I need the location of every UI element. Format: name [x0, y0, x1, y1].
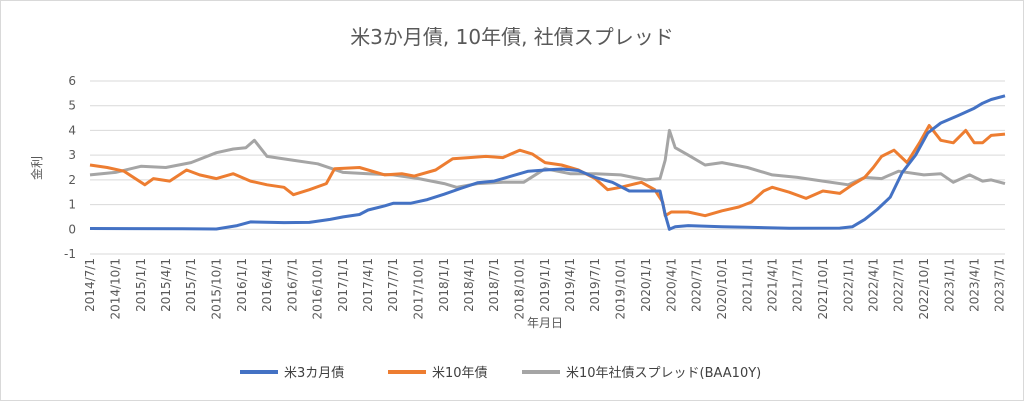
- x-tick-label: 2020/10/1: [715, 258, 729, 320]
- y-tick-label: 5: [68, 99, 76, 113]
- chart-title: 米3か月債, 10年債, 社債スプレッド: [350, 25, 674, 49]
- x-tick-label: 2018/1/1: [437, 258, 451, 312]
- x-tick-label: 2015/1/1: [134, 258, 148, 312]
- y-tick-label: 4: [68, 123, 76, 137]
- x-tick-label: 2016/10/1: [311, 258, 325, 320]
- x-tick-label: 2019/10/1: [614, 258, 628, 320]
- x-tick-label: 2014/7/1: [83, 258, 97, 312]
- x-tick-label: 2019/4/1: [563, 258, 577, 312]
- y-tick-label: 3: [68, 148, 76, 162]
- x-tick-label: 2022/1/1: [841, 258, 855, 312]
- x-tick-label: 2018/7/1: [487, 258, 501, 312]
- legend: 米3カ月債 米10年債 米10年社債スプレッド(BAA10Y): [240, 365, 761, 381]
- x-tick-label: 2016/4/1: [260, 258, 274, 312]
- x-tick-label: 2015/10/1: [209, 258, 223, 320]
- y-tick-label: -1: [64, 247, 76, 261]
- x-tick-label: 2017/1/1: [336, 258, 350, 312]
- x-tick-labels: 2014/7/1 2014/10/1 2015/1/1 2015/4/1 2015/7/…: [83, 258, 1006, 320]
- gridlines: [90, 80, 1005, 255]
- x-axis-label: 年月日: [527, 316, 563, 330]
- x-tick-label: 2017/10/1: [412, 258, 426, 320]
- x-tick-label: 2016/7/1: [285, 258, 299, 312]
- x-tick-label: 2020/1/1: [639, 258, 653, 312]
- x-tick-label: 2022/4/1: [866, 258, 880, 312]
- x-tick-label: 2021/4/1: [765, 258, 779, 312]
- x-tick-label: 2014/10/1: [108, 258, 122, 320]
- y-tick-labels: 6 5 4 3 2 1 0 -1: [64, 74, 76, 261]
- y-tick-label: 1: [68, 198, 76, 212]
- legend-label-10y: 米10年債: [432, 366, 488, 381]
- series-line-0: [89, 94, 1006, 231]
- legend-label-spread: 米10年社債スプレッド(BAA10Y): [566, 365, 761, 381]
- x-tick-label: 2018/10/1: [513, 258, 527, 320]
- y-tick-label: 0: [68, 222, 76, 236]
- x-tick-label: 2023/4/1: [967, 258, 981, 312]
- legend-label-3m: 米3カ月債: [284, 366, 344, 381]
- x-tick-label: 2019/1/1: [538, 258, 552, 312]
- x-tick-label: 2018/4/1: [462, 258, 476, 312]
- y-tick-label: 6: [68, 74, 76, 88]
- x-tick-label: 2017/4/1: [361, 258, 375, 312]
- series-line-2: [89, 128, 1006, 189]
- x-tick-label: 2022/7/1: [891, 258, 905, 312]
- x-tick-label: 2020/4/1: [664, 258, 678, 312]
- x-tick-label: 2021/10/1: [816, 258, 830, 320]
- x-tick-label: 2016/1/1: [235, 258, 249, 312]
- x-tick-label: 2015/7/1: [184, 258, 198, 312]
- x-tick-label: 2023/7/1: [992, 258, 1006, 312]
- x-tick-label: 2019/7/1: [588, 258, 602, 312]
- series-line-1: [89, 124, 1006, 218]
- x-tick-label: 2020/7/1: [689, 258, 703, 312]
- x-tick-label: 2017/7/1: [386, 258, 400, 312]
- x-tick-label: 2015/4/1: [159, 258, 173, 312]
- x-tick-label: 2021/7/1: [790, 258, 804, 312]
- x-tick-label: 2021/1/1: [740, 258, 754, 312]
- y-axis-label: 金利: [29, 156, 44, 180]
- series-lines: [89, 94, 1006, 231]
- x-tick-label: 2023/1/1: [942, 258, 956, 312]
- x-tick-label: 2022/10/1: [917, 258, 931, 320]
- y-tick-label: 2: [68, 173, 76, 187]
